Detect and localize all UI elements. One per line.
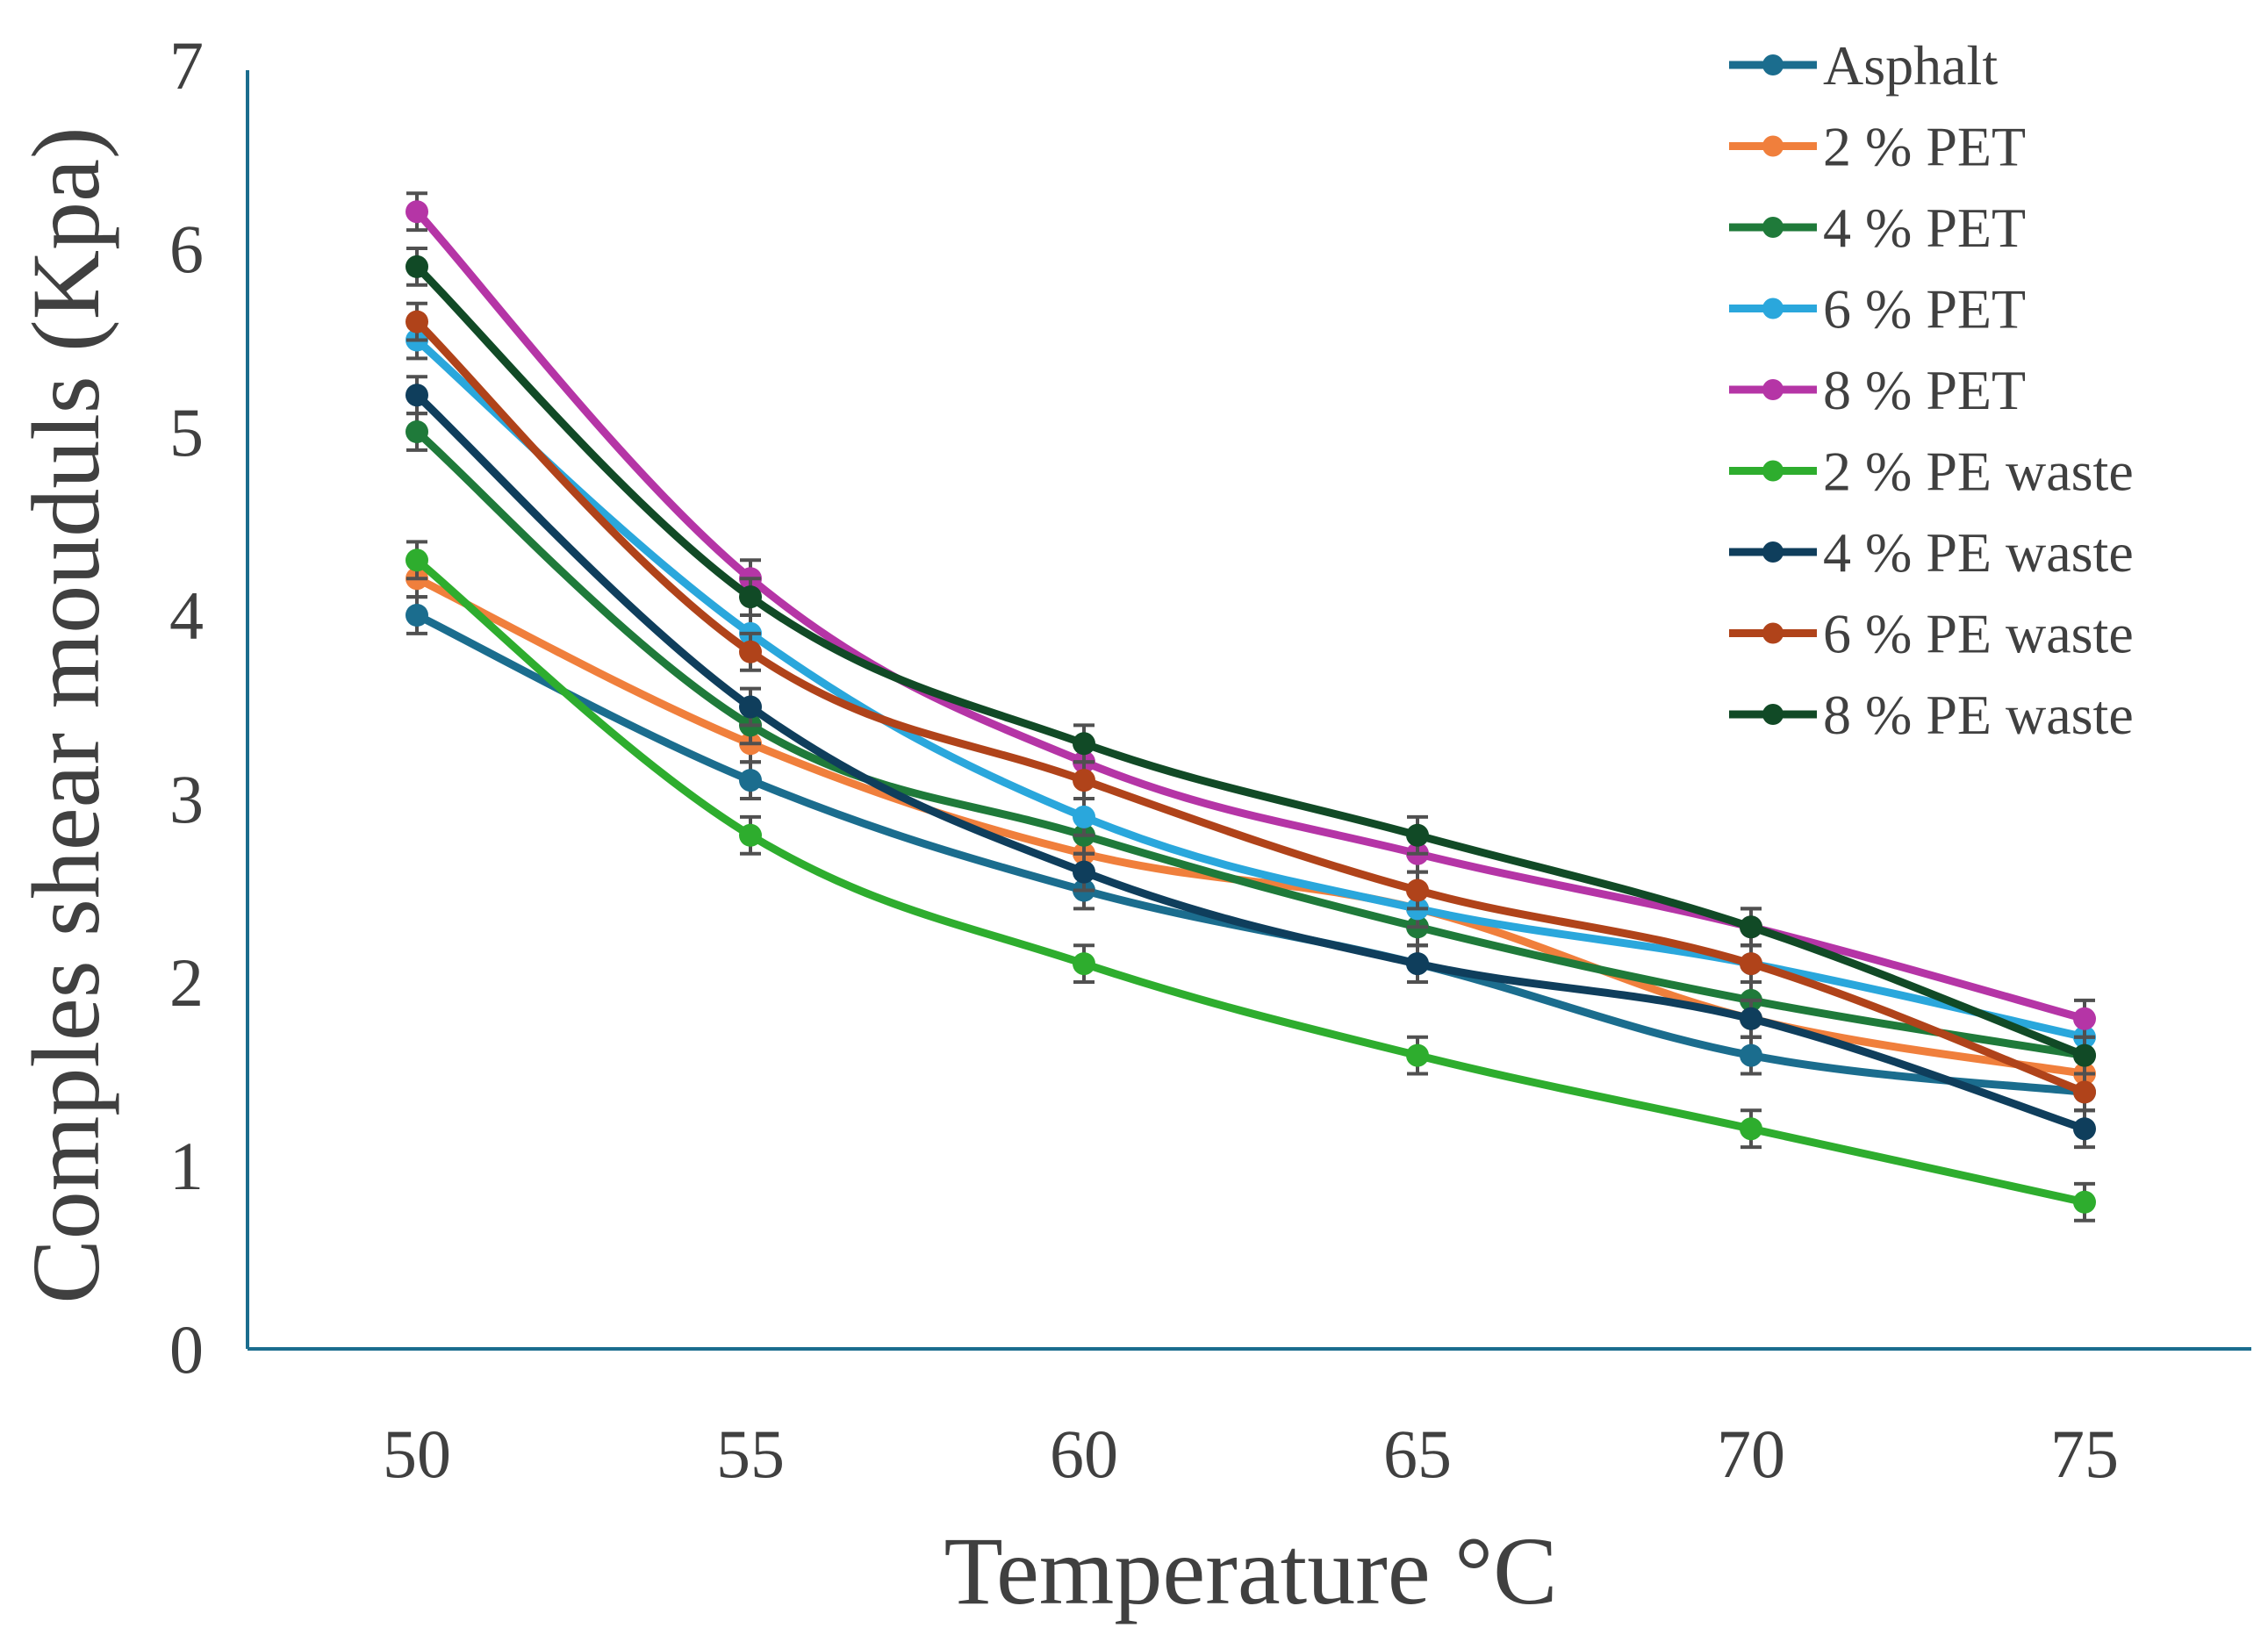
y-tick-label: 4	[169, 577, 204, 654]
legend-swatch-marker	[1762, 217, 1784, 238]
data-point	[1406, 878, 1429, 902]
legend-swatch-marker	[1762, 704, 1784, 725]
data-point	[406, 310, 428, 333]
legend-item: 2 % PET	[1729, 116, 2026, 178]
data-point	[1406, 952, 1429, 976]
y-tick-labels: 0 1 2 3 4 5 6 7	[169, 27, 204, 1387]
legend-label: 2 % PET	[1823, 116, 2026, 178]
data-point	[2073, 1117, 2096, 1141]
data-point	[406, 200, 428, 224]
data-point	[1406, 1043, 1429, 1067]
data-point	[1073, 732, 1095, 756]
legend-swatch-marker	[1762, 135, 1784, 157]
legend-item: 6 % PE waste	[1729, 603, 2134, 665]
data-point	[2073, 1043, 2096, 1067]
legend-label: 8 % PE waste	[1823, 684, 2134, 746]
legend-label: 4 % PE waste	[1823, 521, 2134, 584]
data-point	[1740, 1007, 1762, 1030]
legend-swatch-marker	[1762, 460, 1784, 482]
legend-label: 6 % PET	[1823, 278, 2026, 341]
series-6	[406, 375, 2096, 1150]
x-tick-label: 55	[716, 1416, 785, 1492]
legend-item: 4 % PE waste	[1729, 521, 2134, 584]
data-point	[739, 769, 762, 792]
data-point	[739, 695, 762, 719]
y-axis-title: Comples shear mouduls (Kpa)	[12, 126, 119, 1303]
y-tick-label: 0	[169, 1311, 204, 1387]
data-point	[1073, 769, 1095, 792]
x-tick-labels: 50 55 60 65 70 75	[383, 1416, 2119, 1492]
series-line	[413, 427, 2089, 1060]
x-tick-label: 70	[1717, 1416, 1785, 1492]
data-point	[1740, 952, 1762, 976]
data-point	[406, 604, 428, 627]
legend-item: 4 % PET	[1729, 197, 2026, 259]
series-line	[413, 318, 2089, 1096]
legend-swatch-marker	[1762, 298, 1784, 319]
y-tick-label: 7	[169, 27, 204, 104]
legend-label: 6 % PE waste	[1823, 603, 2134, 665]
series-line	[413, 336, 2089, 1042]
legend-swatch-marker	[1762, 622, 1784, 644]
y-tick-label: 3	[169, 761, 204, 837]
y-tick-label: 6	[169, 211, 204, 287]
data-point	[739, 640, 762, 663]
series-line	[413, 262, 2089, 1060]
x-tick-label: 75	[2050, 1416, 2119, 1492]
legend-item: 2 % PE waste	[1729, 441, 2134, 503]
data-point	[1740, 915, 1762, 939]
series-line	[413, 391, 2089, 1133]
data-point	[406, 420, 428, 443]
legend-item: Asphalt	[1729, 34, 1998, 97]
legend-item: 6 % PET	[1729, 278, 2026, 341]
data-point	[1073, 952, 1095, 976]
series-7	[406, 301, 2096, 1113]
data-point	[406, 549, 428, 572]
legend-item: 8 % PE waste	[1729, 684, 2134, 746]
data-point	[406, 384, 428, 407]
series-5	[406, 540, 2096, 1223]
series-3	[406, 319, 2096, 1058]
y-tick-label: 2	[169, 944, 204, 1021]
y-tick-label: 1	[169, 1128, 204, 1204]
data-point	[2073, 1007, 2096, 1030]
x-axis-title: Temperature °C	[944, 1517, 1557, 1624]
legend-item: 8 % PET	[1729, 359, 2026, 421]
series-8	[406, 247, 2096, 1076]
series-line	[413, 556, 2089, 1207]
data-point	[1073, 805, 1095, 828]
legend-swatch-marker	[1762, 54, 1784, 75]
data-point	[2073, 1190, 2096, 1214]
legend-label: 4 % PET	[1823, 197, 2026, 259]
data-point	[1406, 823, 1429, 847]
legend: Asphalt 2 % PET 4 % PET 6 % PET 8 % PET 2 % P…	[1729, 34, 2134, 746]
y-tick-label: 5	[169, 394, 204, 470]
data-point	[406, 255, 428, 278]
legend-label: Asphalt	[1823, 34, 1998, 97]
legend-swatch-marker	[1762, 379, 1784, 400]
series-layer	[406, 191, 2096, 1223]
legend-swatch-marker	[1762, 541, 1784, 563]
x-tick-label: 50	[383, 1416, 451, 1492]
x-tick-label: 60	[1050, 1416, 1118, 1492]
data-point	[2073, 1080, 2096, 1104]
legend-label: 2 % PE waste	[1823, 441, 2134, 503]
data-point	[1740, 1043, 1762, 1067]
x-tick-label: 65	[1383, 1416, 1452, 1492]
data-point	[739, 823, 762, 847]
data-point	[1740, 1117, 1762, 1141]
data-point	[1073, 860, 1095, 884]
legend-label: 8 % PET	[1823, 359, 2026, 421]
data-point	[739, 585, 762, 609]
